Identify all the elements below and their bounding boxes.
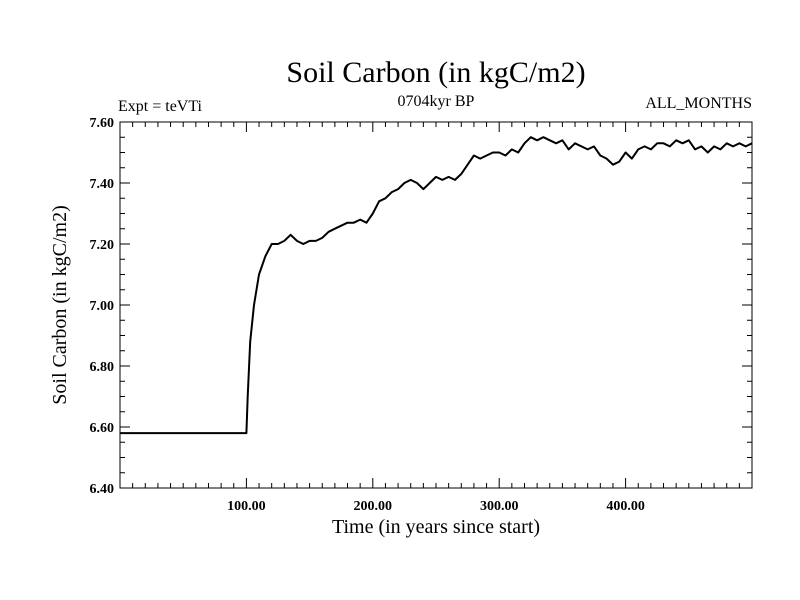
x-tick-label: 200.00 bbox=[354, 499, 393, 514]
y-tick-label: 7.20 bbox=[90, 238, 115, 253]
y-tick-label: 7.40 bbox=[90, 177, 115, 192]
soil-carbon-series-line bbox=[120, 136, 753, 435]
chart-title: Soil Carbon (in kgC/m2) bbox=[286, 56, 585, 89]
y-tick-label: 7.60 bbox=[90, 116, 115, 131]
y-tick-label: 6.60 bbox=[90, 421, 115, 436]
x-tick-label: 400.00 bbox=[606, 499, 645, 514]
period-label: 0704kyr BP bbox=[398, 93, 475, 110]
experiment-label: Expt = teVTi bbox=[118, 98, 203, 115]
x-tick-label: 100.00 bbox=[227, 499, 266, 514]
axis-ticks bbox=[120, 122, 752, 488]
y-tick-label: 6.40 bbox=[90, 482, 115, 497]
y-tick-label: 7.00 bbox=[90, 299, 115, 314]
y-tick-label: 6.80 bbox=[90, 360, 115, 375]
y-axis-label: Soil Carbon (in kgC/m2) bbox=[49, 205, 71, 404]
x-axis-label: Time (in years since start) bbox=[332, 516, 540, 538]
tick-labels: 100.00 200.00 300.00 400.00 6.40 6.60 6.80 7.00… bbox=[90, 116, 645, 514]
x-tick-label: 300.00 bbox=[480, 499, 519, 514]
months-label: ALL_MONTHS bbox=[645, 95, 752, 112]
